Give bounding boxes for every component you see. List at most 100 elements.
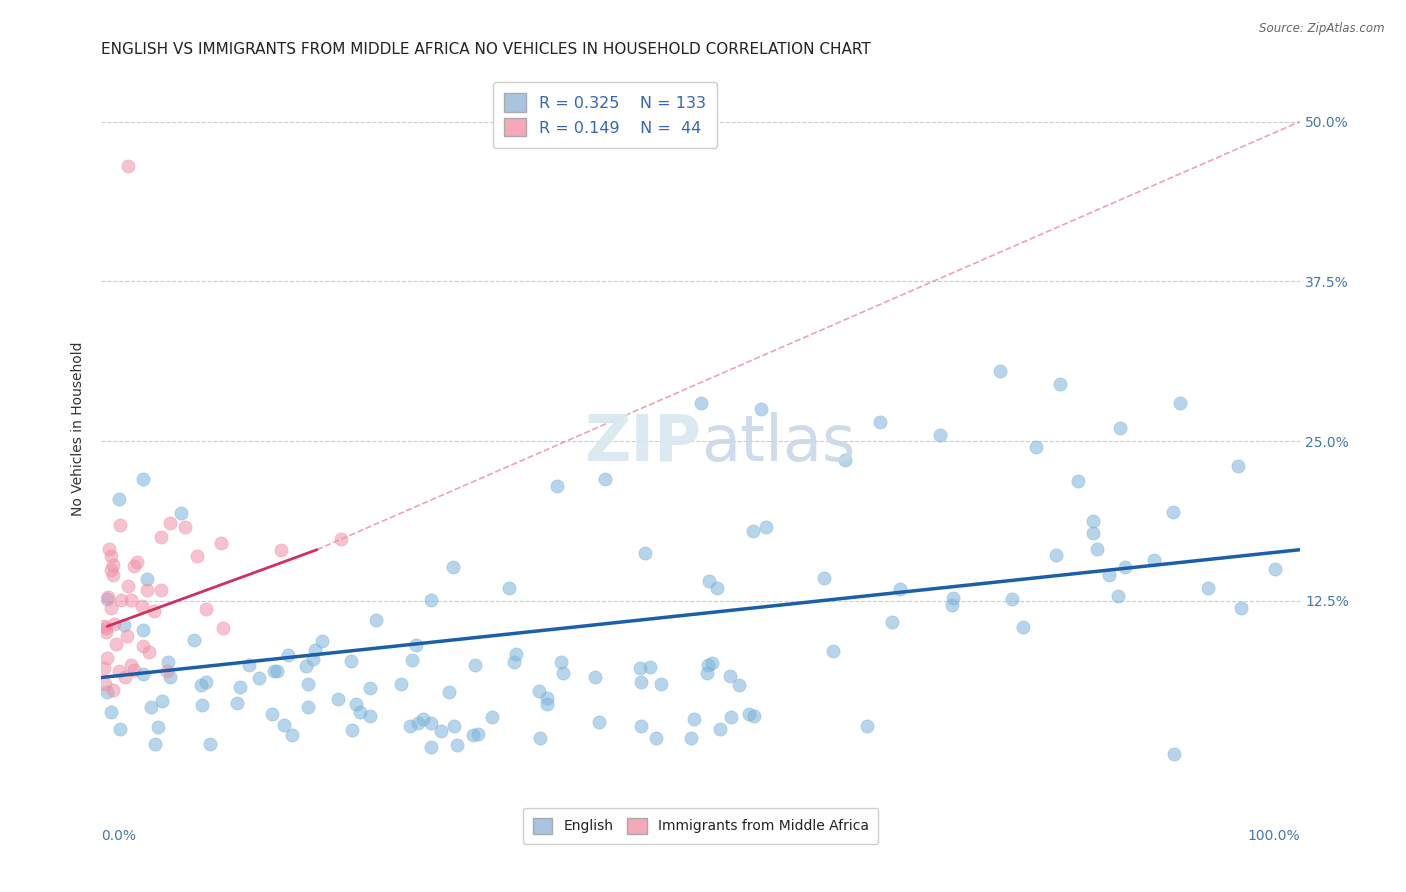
Point (340, 723, 363, 737)
Point (593, 472, 616, 486)
Point (132, 623, 155, 637)
Point (738, 707, 761, 722)
Point (1227, 459, 1250, 474)
Point (856, 719, 879, 733)
Point (120, 592, 142, 607)
Point (131, 599, 153, 613)
Point (143, 604, 166, 618)
Point (401, 652, 423, 666)
Point (97, 590, 120, 604)
Point (238, 657, 260, 672)
Point (311, 634, 333, 648)
Point (1163, 747, 1185, 761)
Point (359, 681, 381, 696)
Point (1197, 582, 1219, 596)
Point (742, 708, 765, 723)
Point (551, 665, 574, 680)
Point (727, 678, 749, 692)
Point (110, 593, 132, 607)
Point (100, 705, 122, 719)
Point (681, 731, 703, 745)
Point (209, 536, 232, 550)
Point (159, 670, 181, 684)
Point (120, 657, 142, 672)
Point (148, 720, 170, 734)
Point (527, 683, 550, 698)
Point (110, 518, 132, 533)
Point (108, 491, 131, 506)
Point (689, 395, 711, 409)
Point (186, 549, 208, 563)
Text: ENGLISH VS IMMIGRANTS FROM MIDDLE AFRICA NO VEHICLES IN HOUSEHOLD CORRELATION CH: ENGLISH VS IMMIGRANTS FROM MIDDLE AFRICA… (101, 42, 870, 57)
Point (96, 651, 118, 665)
Point (405, 638, 427, 652)
Point (941, 599, 963, 613)
Point (326, 692, 349, 706)
Point (96, 685, 118, 699)
Point (1163, 505, 1185, 519)
Point (247, 672, 270, 686)
Point (439, 685, 461, 699)
Point (638, 660, 661, 674)
Point (706, 581, 728, 595)
Point (198, 738, 221, 752)
Point (742, 524, 765, 539)
Point (650, 677, 672, 691)
Point (346, 698, 368, 712)
Point (1229, 600, 1251, 615)
Point (229, 681, 252, 695)
Point (536, 690, 558, 705)
Point (349, 705, 371, 719)
Point (464, 657, 486, 672)
Point (536, 698, 558, 712)
Point (108, 664, 131, 678)
Point (1012, 620, 1035, 634)
Point (813, 571, 835, 585)
Point (1107, 589, 1129, 603)
Point (103, 568, 125, 582)
Point (988, 364, 1011, 378)
Point (869, 415, 891, 429)
Point (398, 719, 420, 733)
Point (194, 602, 217, 616)
Point (720, 710, 742, 724)
Point (505, 647, 527, 661)
Point (297, 677, 319, 691)
Point (630, 719, 652, 733)
Point (929, 427, 952, 442)
Point (1098, 567, 1121, 582)
Point (93, 619, 115, 633)
Point (150, 530, 173, 544)
Legend: English, Immigrants from Middle Africa: English, Immigrants from Middle Africa (523, 808, 879, 844)
Point (150, 694, 173, 708)
Point (117, 629, 139, 643)
Point (190, 678, 212, 692)
Point (339, 654, 361, 668)
Point (467, 727, 489, 741)
Point (821, 644, 844, 658)
Point (301, 652, 323, 666)
Point (1085, 542, 1108, 557)
Point (103, 558, 125, 572)
Point (94, 625, 117, 640)
Point (263, 664, 285, 678)
Point (481, 709, 503, 723)
Text: Source: ZipAtlas.com: Source: ZipAtlas.com (1260, 22, 1385, 36)
Point (443, 719, 465, 733)
Point (143, 737, 166, 751)
Point (117, 578, 139, 592)
Point (359, 709, 381, 723)
Point (696, 658, 718, 673)
Point (139, 700, 162, 714)
Point (97, 542, 120, 557)
Point (132, 639, 155, 653)
Point (156, 664, 179, 678)
Point (718, 669, 741, 683)
Text: 100.0%: 100.0% (1247, 829, 1301, 843)
Point (194, 674, 217, 689)
Point (174, 519, 197, 533)
Point (430, 723, 453, 738)
Point (446, 738, 468, 752)
Point (297, 699, 319, 714)
Point (645, 731, 668, 745)
